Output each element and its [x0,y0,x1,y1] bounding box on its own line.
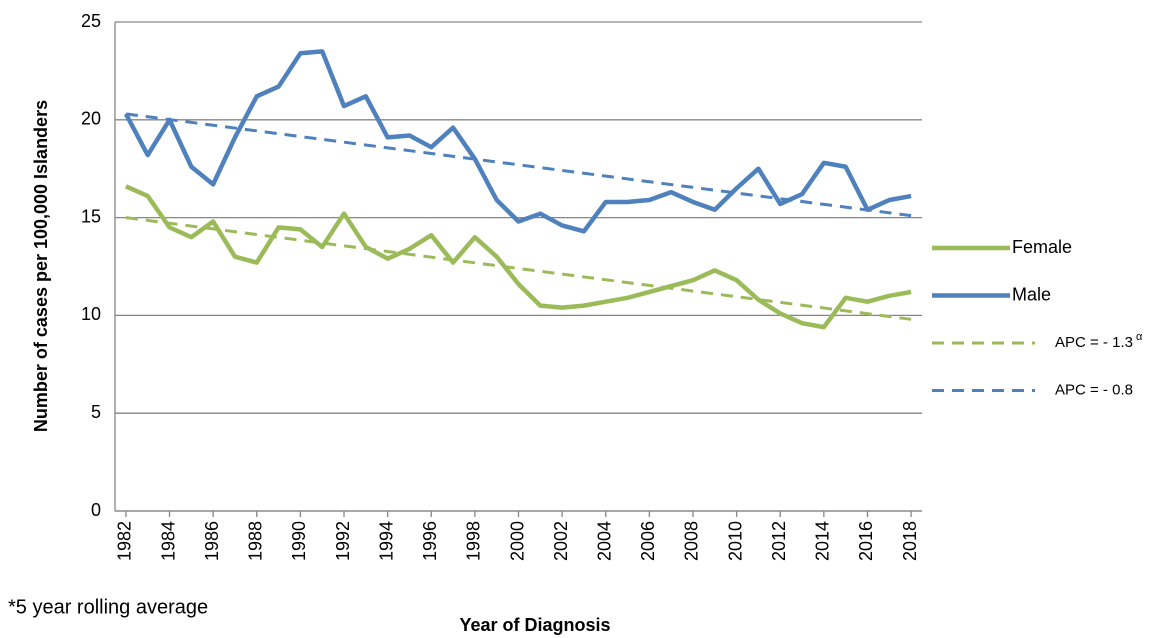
y-tick-label: 5 [91,402,101,422]
footnote: *5 year rolling average [8,596,208,618]
x-tick-label: 1986 [202,521,222,561]
legend-label: Male [1012,284,1051,304]
x-tick-label: 2012 [769,521,789,561]
trend-line [125,112,912,218]
y-axis-title: Number of cases per 100,000 Islanders [31,100,51,432]
y-tick-label: 15 [81,206,101,226]
x-tick-label: 2006 [638,521,658,561]
legend-name: APC = - 0.8 [1055,381,1133,398]
series-line [124,184,912,330]
trend-line [125,216,912,321]
x-tick-label: 1988 [246,521,266,561]
x-tick-label: 1998 [464,521,484,561]
legend-label: APC = - 1.3 α [1055,331,1143,351]
x-tick-label: 1992 [333,521,353,561]
legend-label: APC = - 0.8 [1055,381,1133,398]
legend-superscript: α [1136,331,1143,343]
y-tick-label: 0 [91,500,101,520]
x-tick-label: 1990 [289,521,309,561]
x-tick-label: 1984 [158,521,178,561]
series-line [123,49,912,234]
x-tick-label: 2018 [900,521,920,561]
x-tick-label: 1996 [420,521,440,561]
x-tick-label: 2002 [551,521,571,561]
x-tick-label: 2010 [725,521,745,561]
legend-name: Female [1012,237,1072,257]
x-tick-label: 2004 [594,521,614,561]
x-tick-label: 2014 [813,521,833,561]
y-tick-label: 10 [81,304,101,324]
x-tick-label: 1982 [115,521,135,561]
legend-name: Male [1012,284,1051,304]
x-tick-label: 2008 [682,521,702,561]
x-tick-label: 2016 [856,521,876,561]
y-tick-label: 20 [81,109,101,129]
x-tick-label: 2000 [507,521,527,561]
legend-label: Female [1012,237,1072,257]
x-tick-label: 1994 [376,521,396,561]
legend-name: APC = - 1.3 [1055,334,1133,351]
x-axis-title: Year of Diagnosis [459,615,610,635]
y-tick-label: 25 [81,11,101,31]
